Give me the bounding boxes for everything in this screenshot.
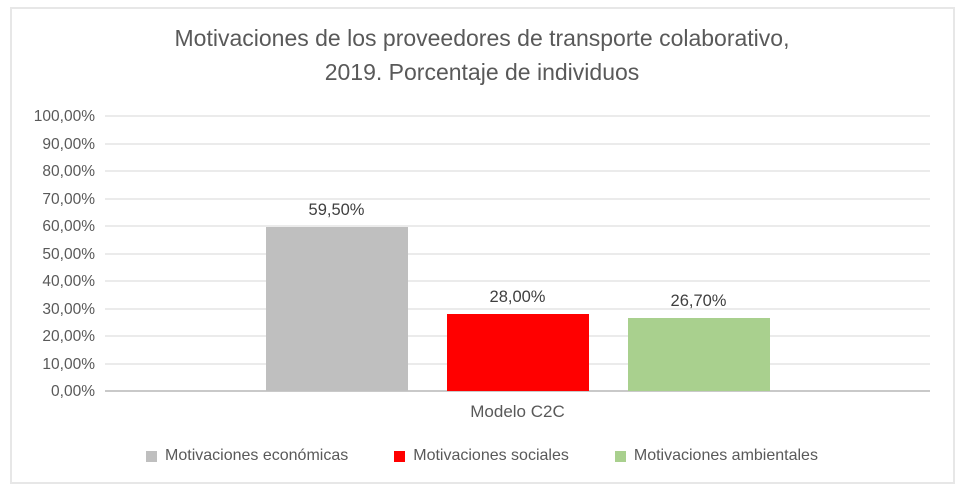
bar-group-ambientales: 26,70% <box>627 291 770 391</box>
y-axis-tick-label: 10,00% <box>42 355 95 373</box>
bars: 59,50% 28,00% 26,70% <box>105 201 930 391</box>
x-axis-line <box>105 390 930 392</box>
gridline <box>105 252 930 255</box>
y-axis-tick-label: 0,00% <box>51 383 95 400</box>
legend-label-ambientales: Motivaciones ambientales <box>633 447 818 464</box>
gridline <box>105 307 930 310</box>
bar-sociales <box>446 314 589 391</box>
x-axis-category-label: Modelo C2C <box>470 402 565 421</box>
gridline <box>105 170 930 172</box>
legend-label-economicas: Motivaciones económicas <box>165 447 349 464</box>
gridline <box>105 142 930 145</box>
data-label-economicas: 59,50% <box>308 201 365 220</box>
data-label-ambientales: 26,70% <box>670 291 727 310</box>
bar-ambientales <box>627 317 770 391</box>
legend-item-sociales: Motivaciones sociales <box>394 447 569 465</box>
y-axis-tick-label: 90,00% <box>42 135 95 153</box>
gridline <box>105 280 930 282</box>
legend: Motivaciones económicas Motivaciones soci… <box>0 447 964 465</box>
chart-title: Motivaciones de los proveedores de trans… <box>174 25 790 85</box>
bar-group-economicas: 59,50% <box>265 201 408 391</box>
y-axis-tick-label: 20,00% <box>42 328 95 345</box>
plot-area: 59,50% 28,00% 26,70% <box>105 115 930 392</box>
chart-frame <box>10 7 955 484</box>
y-axis-tick-label: 80,00% <box>42 163 95 180</box>
y-axis-tick-label: 50,00% <box>42 245 95 263</box>
legend-item-ambientales: Motivaciones ambientales <box>614 447 818 465</box>
gridline <box>105 197 930 200</box>
bar-economicas <box>265 227 408 391</box>
y-axis-tick-label: 40,00% <box>42 273 95 290</box>
legend-swatch-sociales <box>394 450 406 462</box>
legend-swatch-economicas <box>146 450 158 462</box>
y-axis-tick-label: 60,00% <box>42 218 95 235</box>
gridline <box>105 115 930 117</box>
y-axis-tick-label: 30,00% <box>42 300 95 318</box>
legend-swatch-ambientales <box>614 450 626 462</box>
y-axis: 0,00% 10,00% 20,00% 30,00% 40,00% 50,00% 60,00… <box>0 108 95 400</box>
bar-group-sociales: 28,00% <box>446 288 589 391</box>
y-axis-tick-label: 100,00% <box>33 108 95 125</box>
legend-label-sociales: Motivaciones sociales <box>413 447 569 464</box>
data-label-sociales: 28,00% <box>489 288 546 306</box>
y-axis-tick-label: 70,00% <box>42 190 95 208</box>
gridline <box>105 225 930 227</box>
legend-item-economicas: Motivaciones económicas <box>146 447 348 465</box>
